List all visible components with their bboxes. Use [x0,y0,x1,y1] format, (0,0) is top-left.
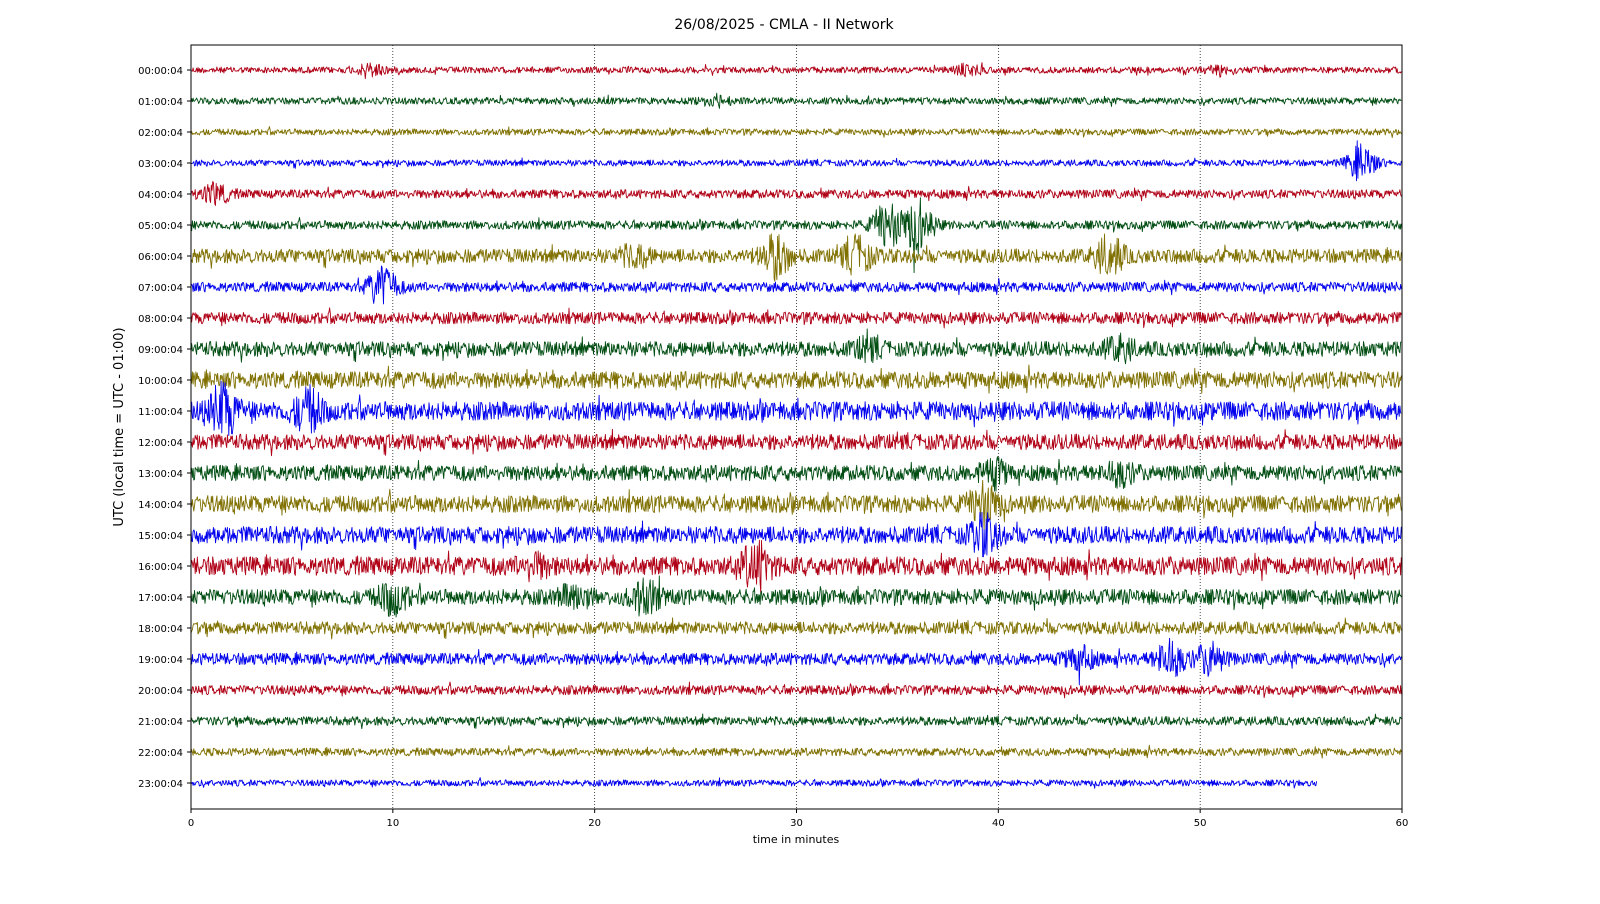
trace-line [190,777,1318,789]
y-tick-label: 18:00:04 [138,624,183,635]
trace-line [190,479,1402,530]
trace-line [190,539,1402,594]
trace-line [190,62,1402,80]
y-axis-label: UTC (local time = UTC - 01:00) [112,327,127,526]
trace-line [190,428,1402,457]
trace-line [190,265,1402,305]
trace-line [190,364,1402,394]
trace-line [190,511,1402,558]
chart-title: 26/08/2025 - CMLA - II Network [674,17,894,33]
trace-line [190,456,1402,492]
trace-line [190,307,1402,329]
y-tick-label: 22:00:04 [138,748,183,759]
y-tick-label: 07:00:04 [138,283,183,294]
trace-line [190,197,1402,274]
x-tick-label: 60 [1396,818,1409,829]
x-tick-label: 50 [1194,818,1207,829]
trace-line [190,328,1402,365]
y-tick-label: 17:00:04 [138,593,183,604]
x-tick-label: 0 [188,818,194,829]
trace-line [190,126,1402,138]
trace-line [190,713,1402,730]
y-tick-label: 11:00:04 [138,407,183,418]
trace-line [190,233,1402,282]
trace-line [190,92,1402,109]
grid-lines [392,45,1201,809]
trace-line [190,617,1402,640]
y-tick-label: 12:00:04 [138,438,183,449]
y-tick-label: 13:00:04 [138,469,183,480]
y-tick-label: 03:00:04 [138,159,183,170]
trace-line [190,637,1402,686]
y-tick-label: 15:00:04 [138,531,183,542]
y-tick-label: 09:00:04 [138,345,183,356]
y-tick-label: 04:00:04 [138,190,183,201]
y-tick-label: 02:00:04 [138,128,183,139]
trace-line [190,575,1402,618]
y-tick-label: 08:00:04 [138,314,183,325]
trace-line [190,181,1402,206]
seismic-traces [190,62,1402,789]
trace-line [190,140,1402,182]
trace-line [190,380,1402,436]
x-tick-label: 10 [386,818,399,829]
y-tick-label: 01:00:04 [138,97,183,108]
y-tick-label: 20:00:04 [138,686,183,697]
x-tick-label: 40 [992,818,1005,829]
y-axis-ticks: 00:00:04 01:00:04 02:00:04 03:00:04 04:00:04… [138,66,191,790]
y-tick-label: 21:00:04 [138,717,183,728]
y-tick-label: 10:00:04 [138,376,183,387]
trace-line [190,744,1402,759]
y-tick-label: 16:00:04 [138,562,183,573]
y-tick-label: 06:00:04 [138,252,183,263]
x-axis-label: time in minutes [753,833,840,846]
y-tick-label: 00:00:04 [138,66,183,77]
x-tick-label: 20 [588,818,601,829]
y-tick-label: 23:00:04 [138,779,183,790]
x-tick-label: 30 [790,818,803,829]
x-axis-ticks: 0 10 20 30 40 50 60 [188,809,1409,829]
y-tick-label: 14:00:04 [138,500,183,511]
trace-line [190,681,1402,699]
y-tick-label: 19:00:04 [138,655,183,666]
y-tick-label: 05:00:04 [138,221,183,232]
